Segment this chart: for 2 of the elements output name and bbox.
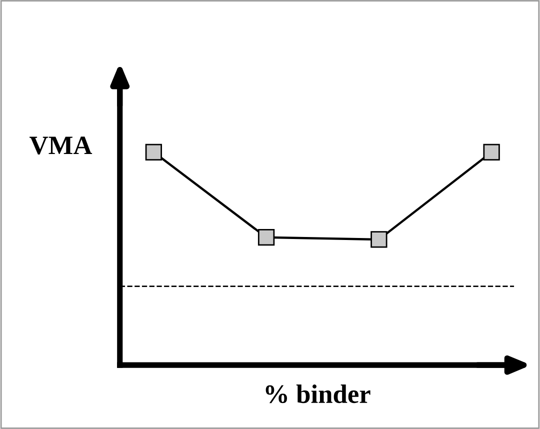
x-axis-title: % binder: [266, 384, 370, 404]
y-axis-title: VMA: [30, 136, 92, 154]
